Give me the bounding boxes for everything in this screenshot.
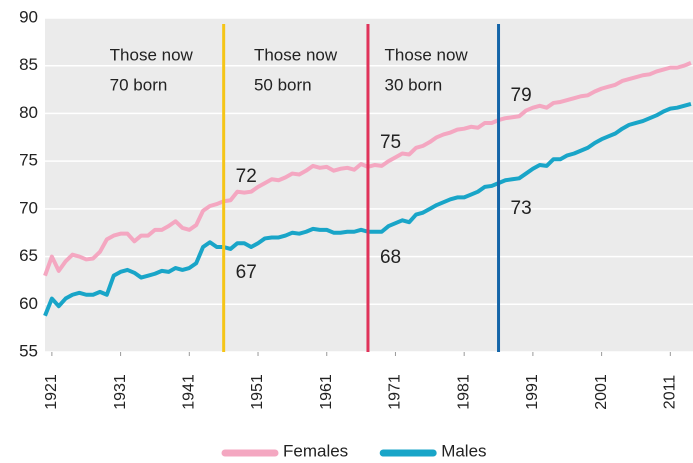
y-tick-label: 65	[19, 246, 38, 265]
x-tick-label: 1991	[524, 374, 541, 410]
annotation: 72	[236, 166, 257, 187]
y-tick-label: 90	[19, 7, 38, 26]
x-tick-label: 1961	[318, 374, 335, 410]
legend-label: Males	[441, 441, 486, 460]
y-tick-label: 70	[19, 198, 38, 217]
annotation: 67	[236, 262, 257, 283]
annotation: 79	[511, 85, 532, 106]
x-tick-label: 1981	[455, 374, 472, 410]
annotation: 68	[380, 247, 401, 268]
reference-label: Those now	[385, 45, 469, 64]
legend-label: Females	[283, 441, 348, 460]
reference-label: Those now	[254, 45, 338, 64]
x-tick-label: 1971	[387, 374, 404, 410]
reference-label: 70 born	[110, 75, 168, 94]
x-tick-label: 2001	[593, 374, 610, 410]
annotation: 75	[380, 132, 401, 153]
x-tick-label: 2011	[662, 375, 679, 410]
y-tick-label: 75	[19, 151, 38, 170]
y-tick-label: 60	[19, 294, 38, 313]
y-tick-label: 55	[19, 341, 38, 360]
y-tick-label: 85	[19, 55, 38, 74]
annotation: 73	[511, 198, 532, 219]
reference-label: 50 born	[254, 75, 312, 94]
reference-label: Those now	[110, 45, 194, 64]
reference-label: 30 born	[385, 75, 443, 94]
x-tick-label: 1931	[112, 374, 129, 410]
x-tick-label: 1921	[43, 374, 60, 410]
x-tick-label: 1951	[249, 374, 266, 410]
y-tick-label: 80	[19, 103, 38, 122]
x-tick-label: 1941	[181, 374, 198, 410]
